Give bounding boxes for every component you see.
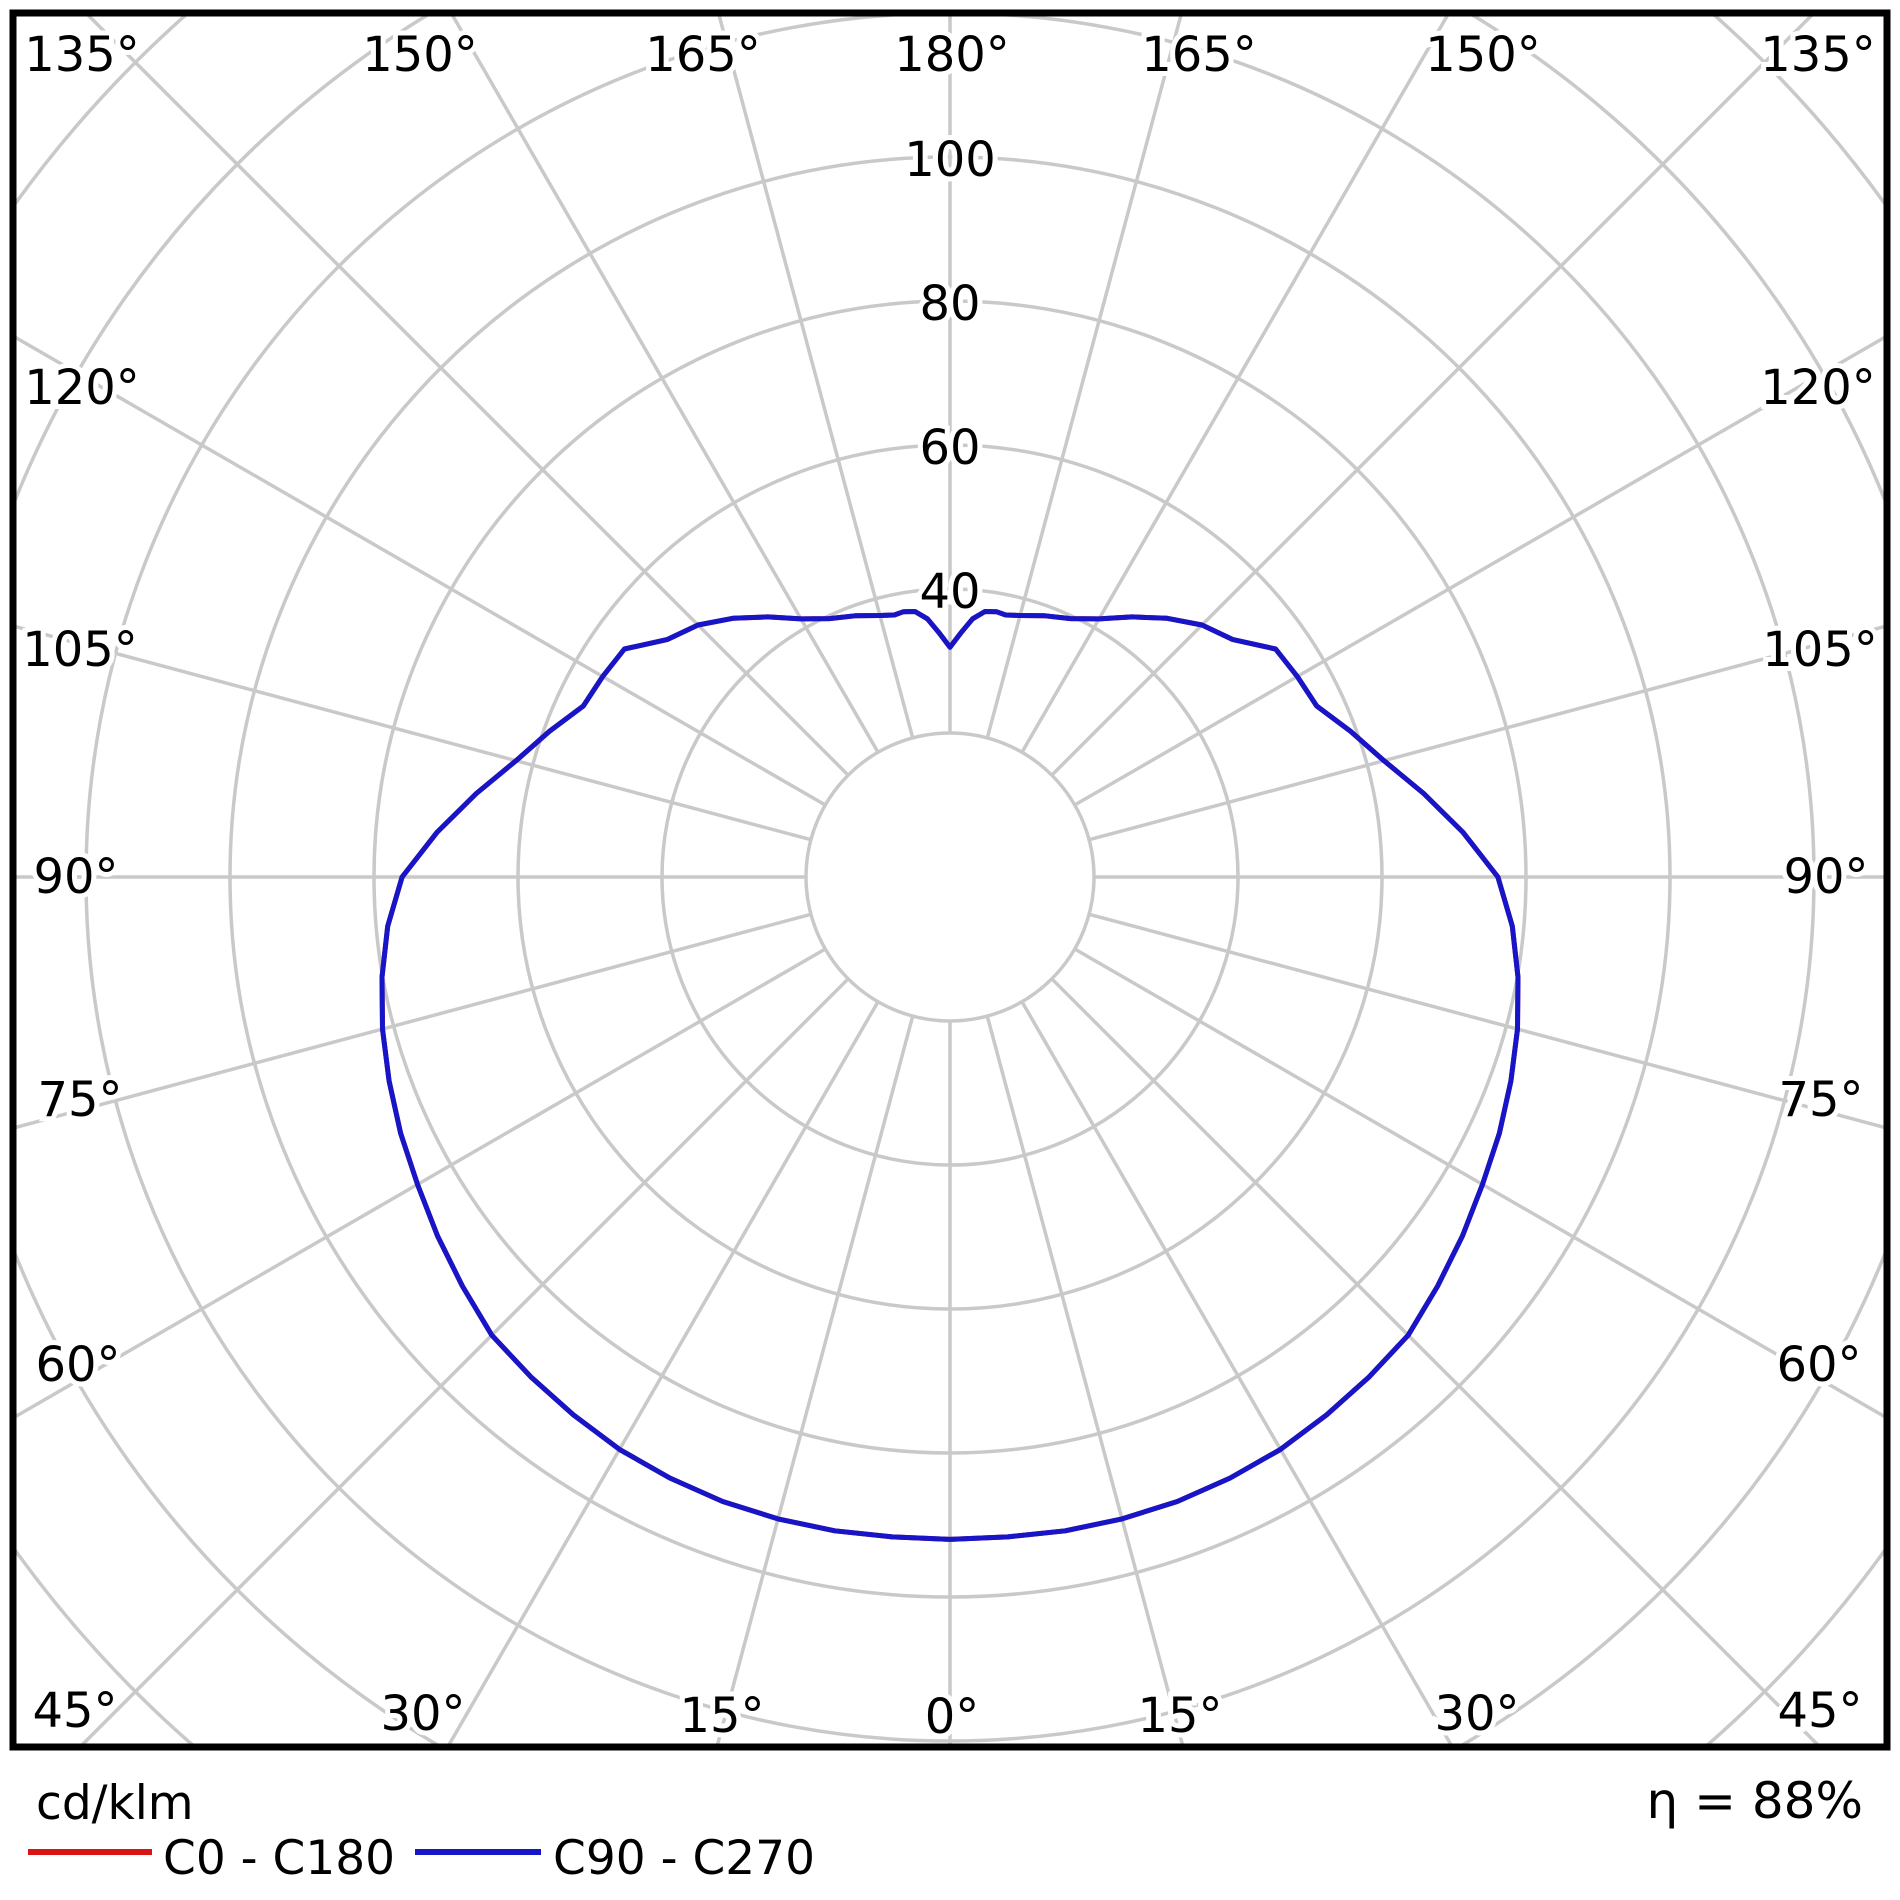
angle-tick-label: 90° [1783,849,1868,905]
angle-tick-label: 45° [1777,1683,1862,1739]
polar-grid-radial-line-195 [717,16,915,739]
angle-tick-label: 0° [925,1689,980,1745]
efficiency-label: η = 88% [1646,1772,1863,1830]
polar-grid-radial-line-225 [86,16,850,777]
angle-tick-label: 90° [33,849,118,905]
legend-label-c0-c180: C0 - C180 [163,1831,396,1886]
radial-tick-label: 80 [919,276,980,332]
polar-grid-radial-line-75 [1088,912,1884,1130]
units-label: cd/klm [36,1776,194,1831]
angle-tick-label: 15° [1137,1688,1222,1744]
polar-grid-radial-line-345 [715,1015,915,1744]
angle-tick-label: 75° [1778,1072,1863,1128]
polar-grid-radial-line-15 [985,1015,1185,1744]
polar-grid-radial-line-315 [80,977,850,1744]
polar-grid-radial-line-330 [447,1000,880,1744]
polar-grid-radial-line-300 [16,947,827,1419]
angle-tick-label: 165° [1141,27,1257,83]
polar-grid-radial-line-135 [1050,16,1814,777]
radial-tick-label: 40 [919,564,980,620]
angle-tick-label: 105° [1762,622,1878,678]
legend-label-c90-c270: C90 - C270 [553,1831,815,1886]
polar-grid-radial-line-60 [1073,947,1884,1419]
legend-swatch-c90-c270-line [415,1849,541,1855]
polar-grid-radial-line-45 [1050,977,1820,1744]
angle-tick-label: 120° [24,360,140,416]
polar-grid-radial-line-120 [1073,335,1884,807]
polar-grid-radial-line-105 [1088,624,1884,842]
plot-border [9,9,1891,1751]
polar-grid-radial-line-255 [16,624,812,842]
angle-tick-label: 150° [362,27,478,83]
angle-tick-label: 135° [24,27,140,83]
polar-grid-radial-line-30 [1020,1000,1453,1744]
chart-labels: 135° 150° 165° 180° 165° 150° 135° 120° 120° 105°… [17,22,1883,1750]
angle-tick-label: 60° [1776,1337,1861,1393]
angle-tick-label: 30° [380,1686,465,1742]
angle-tick-label: 120° [1760,360,1876,416]
angle-tick-label: 60° [35,1337,120,1393]
polar-grid-radial-line-210 [450,16,880,754]
angle-tick-label: 180° [894,27,1010,83]
angle-tick-label: 15° [679,1688,764,1744]
angle-tick-label: 150° [1425,27,1541,83]
polar-grid-radial-line-165 [985,16,1183,739]
angle-tick-label: 135° [1760,27,1876,83]
legend-swatch-c0-c180-line [28,1849,152,1855]
polar-grid-radial-line-285 [16,912,812,1130]
angle-tick-label: 45° [32,1683,117,1739]
angle-tick-label: 30° [1434,1686,1519,1742]
curves [379,609,1521,1542]
c90-c270-curve [379,609,1521,1542]
polar-grid-radial-line-240 [16,335,827,807]
polar-grid-radial-line-150 [1020,16,1450,754]
angle-tick-label: 75° [37,1072,122,1128]
radial-tick-label: 100 [904,132,996,188]
angle-tick-label: 165° [645,27,761,83]
polar-grid-ring-20 [804,731,1096,1023]
angle-tick-label: 105° [22,622,138,678]
radial-tick-label: 60 [919,420,980,476]
